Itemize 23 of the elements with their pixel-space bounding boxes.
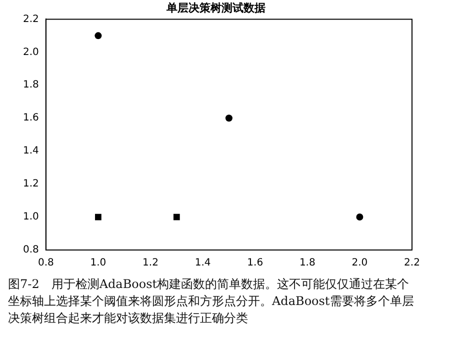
x-tick-label: 1.6 [247, 258, 264, 269]
point [95, 214, 102, 220]
caption: 图7-2 用于检测AdaBoost构建函数的简单数据。这不可能仅仅通过在某个坐标轴上选择某个阈值来将圆形点和方形点分开。AdaBoost需要将多个单层决策树组合起来才能对该数据集进行正确分类 [8, 276, 414, 327]
point [356, 214, 364, 221]
y-tick-label: 1.4 [22, 146, 39, 157]
y-tick-label: 1.6 [22, 112, 39, 124]
x-tick-label: 2.0 [352, 258, 368, 269]
x-tick-label: 1.2 [142, 258, 158, 269]
y-tick-label: 2.2 [22, 14, 39, 25]
point [94, 32, 102, 40]
x-tick-label: 1.8 [299, 258, 316, 269]
y-tick-label: 1.2 [22, 178, 39, 190]
x-tick-label: 2.2 [404, 258, 420, 269]
x-tick-label: 1.0 [90, 258, 106, 269]
x-tick-label: 0.8 [38, 258, 54, 269]
y-tick-label: 1.8 [22, 80, 39, 91]
y-tick-label: 0.8 [22, 244, 39, 256]
y-tick-label: 2.0 [22, 46, 39, 58]
point [173, 214, 180, 220]
y-tick-label: 1.0 [22, 212, 39, 223]
chart-title: 单层决策树测试数据 [166, 1, 266, 14]
x-tick-label: 1.4 [194, 258, 211, 269]
point [225, 114, 232, 122]
